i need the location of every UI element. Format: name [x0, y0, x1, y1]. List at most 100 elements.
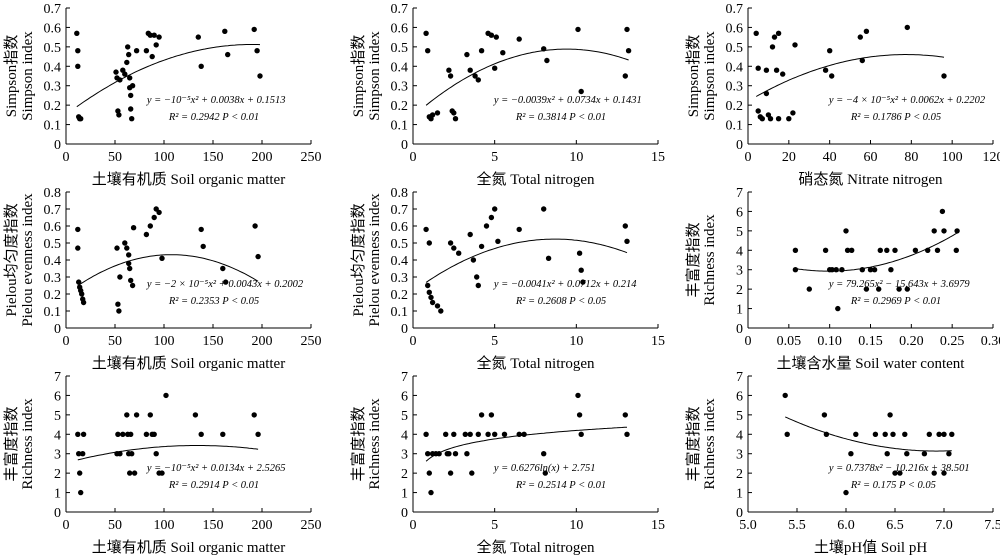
y-tick-label: 0.1	[44, 119, 62, 134]
y-axis-label-en: Pielou evenness index	[20, 193, 36, 327]
data-point	[782, 392, 788, 399]
data-point	[124, 245, 130, 251]
fit-stats: R² = 0.1786 P < 0.05	[850, 112, 941, 123]
x-tick-label: 200	[252, 518, 273, 533]
data-point	[771, 34, 778, 40]
fit-curve	[76, 44, 261, 108]
data-point	[451, 431, 457, 437]
data-point	[936, 431, 942, 437]
y-tick-label: 0	[54, 138, 61, 153]
data-point	[516, 226, 522, 233]
data-point	[423, 431, 429, 437]
x-tick-label: 5	[491, 334, 498, 349]
x-tick-label: 6.5	[886, 518, 904, 533]
data-point	[904, 24, 910, 31]
data-point	[122, 240, 128, 246]
x-tick-label: 100	[942, 150, 963, 165]
y-tick-label: 7	[401, 370, 408, 385]
data-point	[257, 73, 263, 79]
data-point	[80, 451, 86, 457]
data-point	[575, 392, 581, 399]
data-point	[153, 42, 159, 48]
data-point	[859, 57, 865, 64]
data-point	[904, 451, 910, 457]
x-tick-label: 5.5	[788, 518, 806, 533]
x-axis-label: 全氮 Total nitrogen	[476, 170, 595, 188]
y-tick-label: 0.2	[391, 288, 409, 303]
fit-stats: R² = 0.175 P < 0.05	[850, 480, 936, 491]
y-tick-label: 2	[401, 467, 408, 482]
data-point	[153, 451, 159, 457]
data-point	[429, 112, 436, 118]
y-tick-label: 0.3	[44, 271, 62, 286]
data-point	[475, 282, 481, 289]
x-tick-label: 0.15	[858, 334, 883, 349]
data-point	[521, 431, 527, 437]
x-tick-label: 7.0	[935, 518, 953, 533]
data-point	[126, 252, 132, 258]
x-tick-label: 0	[410, 334, 417, 349]
data-point	[478, 412, 485, 418]
data-point	[912, 247, 919, 253]
data-point	[941, 431, 947, 437]
x-tick-label: 0.25	[940, 334, 965, 349]
data-point	[759, 116, 765, 122]
data-point	[129, 282, 136, 289]
data-point	[222, 28, 228, 34]
data-point	[624, 238, 630, 244]
data-point	[541, 206, 547, 212]
x-tick-label: 0.10	[817, 334, 842, 349]
x-tick-label: 0.30	[981, 334, 1000, 349]
y-tick-label: 5	[54, 409, 61, 424]
data-point	[516, 36, 522, 42]
y-axis-label-cn: 丰富度指数	[2, 406, 20, 481]
data-point	[434, 110, 441, 116]
data-point	[133, 48, 140, 54]
x-tick-label: 200	[252, 334, 273, 349]
fit-equation: y = −0.0039x² + 0.0734x + 0.1431	[493, 95, 642, 106]
fit-curve	[755, 54, 945, 97]
y-axis-label-cn: Simpson指数	[685, 35, 702, 118]
y-tick-label: 6	[736, 205, 743, 220]
data-point	[488, 32, 495, 38]
y-tick-label: 1	[401, 487, 408, 502]
data-point	[925, 247, 931, 253]
data-point	[220, 265, 226, 272]
chart-panel: 0 0.1 0.2 0.3 0.4 0.5 0.6 0.7 0 20 40 60 80 100 120 硝态氮…	[685, 2, 1000, 188]
data-point	[156, 34, 162, 40]
y-tick-label: 0.4	[726, 60, 744, 75]
x-tick-label: 40	[823, 150, 837, 165]
data-point	[931, 228, 937, 234]
y-tick-label: 0.7	[44, 2, 62, 17]
data-point	[78, 116, 84, 122]
y-axis-label-en: Richness index	[702, 214, 718, 306]
y-tick-label: 0.6	[391, 21, 409, 36]
chart-panel: 0 1 2 3 4 5 6 7 0 0.05 0.10 0.15 0.20 0.25 0.30 土壤含水量 S…	[684, 186, 1000, 372]
data-point	[780, 71, 786, 77]
data-point	[876, 286, 882, 292]
data-point	[941, 470, 947, 476]
data-point	[622, 223, 628, 229]
y-axis-label-en: Richness index	[702, 398, 718, 490]
x-tick-label: 60	[864, 150, 878, 165]
data-point	[467, 67, 473, 73]
fit-stats: R² = 0.2942 P < 0.01	[168, 112, 259, 123]
data-point	[80, 431, 87, 437]
data-point	[129, 83, 136, 89]
data-point	[117, 77, 123, 83]
y-tick-label: 0.7	[391, 2, 409, 17]
fit-curve	[795, 232, 958, 272]
x-tick-label: 0	[63, 150, 70, 165]
x-tick-label: 50	[108, 334, 122, 349]
fit-equation: y = 0.7378x² − 10.216x + 38.501	[828, 463, 970, 474]
data-point	[200, 243, 206, 250]
y-tick-label: 7	[54, 370, 61, 385]
x-tick-label: 250	[301, 150, 322, 165]
x-tick-label: 150	[203, 334, 224, 349]
data-point	[456, 250, 462, 256]
data-point	[541, 451, 547, 457]
data-point	[220, 431, 226, 437]
y-axis-label-cn: Simpson指数	[3, 35, 20, 118]
y-axis-label-en: Richness index	[367, 398, 383, 490]
